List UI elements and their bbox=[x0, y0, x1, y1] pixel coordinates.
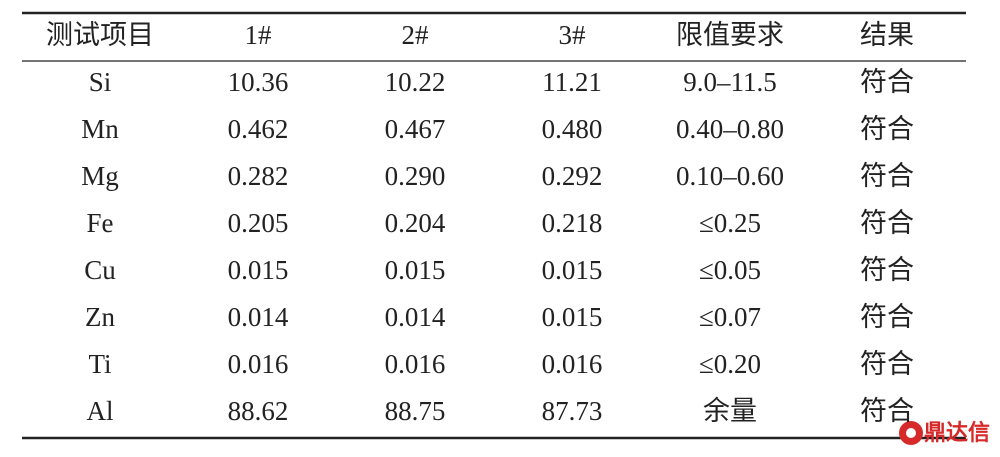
table-cell: 0.480 bbox=[542, 114, 603, 144]
table-cell: 10.36 bbox=[228, 67, 289, 97]
table-cell: 0.015 bbox=[542, 255, 603, 285]
header-cell: 3# bbox=[559, 20, 587, 50]
table-cell: 余量 bbox=[703, 396, 757, 426]
table-cell: Al bbox=[87, 396, 114, 426]
table-cell: 10.22 bbox=[385, 67, 446, 97]
table-cell: 88.75 bbox=[385, 396, 446, 426]
table-cell: Fe bbox=[87, 208, 114, 238]
table-cell: ≤0.07 bbox=[699, 302, 761, 332]
table-cell: 0.462 bbox=[228, 114, 289, 144]
table-cell: 0.282 bbox=[228, 161, 289, 191]
table-cell: Ti bbox=[88, 349, 111, 379]
table-cell: 符合 bbox=[860, 208, 914, 238]
header-cell: 1# bbox=[245, 20, 273, 50]
table-cell: Zn bbox=[85, 302, 115, 332]
table-cell: 符合 bbox=[860, 161, 914, 191]
table-cell: 0.014 bbox=[228, 302, 289, 332]
table-cell: 符合 bbox=[860, 255, 914, 285]
table-cell: 0.467 bbox=[385, 114, 446, 144]
table-cell: 符合 bbox=[860, 349, 914, 379]
table-cell: 0.204 bbox=[385, 208, 446, 238]
table-cell: 9.0–11.5 bbox=[683, 67, 777, 97]
table-cell: 符合 bbox=[860, 396, 914, 426]
table-cell: 0.292 bbox=[542, 161, 603, 191]
header-cell: 限值要求 bbox=[676, 20, 784, 50]
table-cell: Mg bbox=[81, 161, 119, 191]
watermark: 鼎达信 bbox=[899, 420, 990, 446]
watermark-icon-dot bbox=[906, 428, 916, 438]
table-cell: ≤0.20 bbox=[699, 349, 761, 379]
watermark-text: 鼎达信 bbox=[924, 420, 990, 446]
table-cell: 11.21 bbox=[542, 67, 602, 97]
header-cell: 2# bbox=[402, 20, 430, 50]
table-cell: 0.016 bbox=[542, 349, 603, 379]
table-cell: 0.218 bbox=[542, 208, 603, 238]
table-cell: ≤0.05 bbox=[699, 255, 761, 285]
table-cell: 0.40–0.80 bbox=[676, 114, 784, 144]
table-cell: 0.205 bbox=[228, 208, 289, 238]
table-cell: 符合 bbox=[860, 114, 914, 144]
table-cell: Si bbox=[89, 67, 112, 97]
table-cell: 0.016 bbox=[228, 349, 289, 379]
table-cell: 0.016 bbox=[385, 349, 446, 379]
table-cell: 符合 bbox=[860, 302, 914, 332]
table-cell: 0.015 bbox=[385, 255, 446, 285]
header-cell: 结果 bbox=[860, 20, 914, 50]
table-cell: 0.290 bbox=[385, 161, 446, 191]
table-cell: 0.015 bbox=[542, 302, 603, 332]
table-cell: 0.015 bbox=[228, 255, 289, 285]
table-cell: Cu bbox=[84, 255, 116, 285]
table-cell: 符合 bbox=[860, 67, 914, 97]
table-cell: 87.73 bbox=[542, 396, 603, 426]
table-cell: 88.62 bbox=[228, 396, 289, 426]
header-cell: 测试项目 bbox=[46, 20, 154, 50]
table-cell: 0.014 bbox=[385, 302, 446, 332]
table-cell: ≤0.25 bbox=[699, 208, 761, 238]
table-cell: Mn bbox=[81, 114, 119, 144]
table-cell: 0.10–0.60 bbox=[676, 161, 784, 191]
